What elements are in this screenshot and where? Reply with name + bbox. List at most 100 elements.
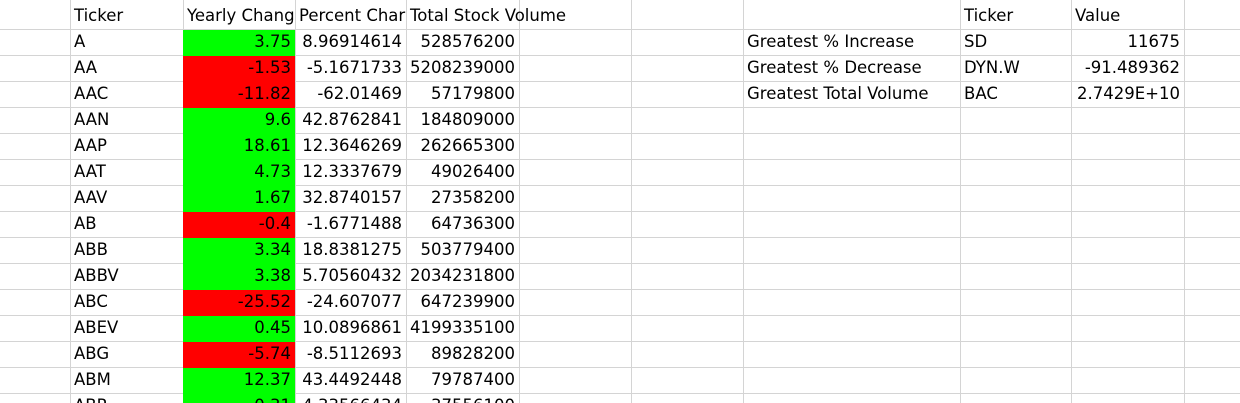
- yearly-change-fill: [183, 134, 295, 160]
- header-total-stock-volume[interactable]: Total Stock Volume: [410, 6, 567, 25]
- ticker-cell[interactable]: ABB: [74, 240, 108, 259]
- yearly-change-cell[interactable]: -5.74: [248, 344, 291, 363]
- yearly-change-fill: [183, 290, 295, 316]
- yearly-change-cell[interactable]: 0.45: [254, 318, 291, 337]
- total-volume-cell[interactable]: 27358200: [431, 188, 515, 207]
- percent-change-cell[interactable]: -24.607077: [306, 292, 402, 311]
- total-volume-cell[interactable]: 2034231800: [410, 266, 515, 285]
- percent-change-cell[interactable]: 42.8762841: [302, 110, 402, 129]
- yearly-change-cell[interactable]: 0.31: [183, 393, 295, 403]
- ticker-cell[interactable]: AB: [74, 214, 97, 233]
- summary-ticker-cell[interactable]: SD: [964, 32, 988, 51]
- percent-change-cell[interactable]: 4.33566434: [295, 393, 406, 403]
- percent-change-cell[interactable]: 32.8740157: [302, 188, 402, 207]
- row-gridline: [0, 185, 1240, 186]
- yearly-change-cell[interactable]: 3.38: [254, 266, 291, 285]
- ticker-cell[interactable]: AAN: [74, 110, 110, 129]
- total-volume-cell[interactable]: 5208239000: [410, 58, 515, 77]
- percent-change-cell[interactable]: -5.1671733: [306, 58, 402, 77]
- percent-change-cell[interactable]: 10.0896861: [302, 318, 402, 337]
- yearly-change-cell[interactable]: -25.52: [237, 292, 291, 311]
- total-volume-cell[interactable]: 57179800: [431, 84, 515, 103]
- ticker-cell[interactable]: A: [74, 32, 86, 51]
- yearly-change-cell[interactable]: 3.34: [254, 240, 291, 259]
- yearly-change-cell[interactable]: -11.82: [237, 84, 291, 103]
- percent-change-cell[interactable]: 18.8381275: [302, 240, 402, 259]
- summary-label-cell[interactable]: Greatest % Decrease: [747, 58, 922, 77]
- column-gridline: [519, 0, 520, 403]
- ticker-cell[interactable]: ABC: [74, 292, 108, 311]
- ticker-cell[interactable]: AA: [74, 58, 98, 77]
- percent-change-cell[interactable]: 43.4492448: [302, 370, 402, 389]
- ticker-cell[interactable]: AAC: [74, 84, 109, 103]
- summary-label-cell[interactable]: Greatest Total Volume: [747, 84, 929, 103]
- row-gridline: [0, 29, 1240, 30]
- percent-change-cell[interactable]: 5.70560432: [302, 266, 402, 285]
- yearly-change-fill: [183, 56, 295, 82]
- ticker-cell[interactable]: ABEV: [74, 318, 119, 337]
- ticker-cell[interactable]: AAT: [74, 162, 106, 181]
- yearly-change-fill: [183, 238, 295, 264]
- yearly-change-cell[interactable]: 12.37: [243, 370, 291, 389]
- percent-change-cell[interactable]: -8.5112693: [306, 344, 402, 363]
- total-volume-cell[interactable]: 37556100: [406, 393, 519, 403]
- yearly-change-cell[interactable]: 4.73: [254, 162, 291, 181]
- yearly-change-cell[interactable]: 3.75: [254, 32, 291, 51]
- summary-header-ticker[interactable]: Ticker: [964, 6, 1014, 25]
- summary-header-value[interactable]: Value: [1075, 6, 1121, 25]
- summary-ticker-cell[interactable]: BAC: [964, 84, 998, 103]
- row-gridline: [0, 289, 1240, 290]
- ticker-cell[interactable]: ABM: [74, 370, 111, 389]
- percent-change-cell[interactable]: 12.3646269: [302, 136, 402, 155]
- yearly-change-cell[interactable]: 18.61: [243, 136, 291, 155]
- row-gridline: [0, 133, 1240, 134]
- total-volume-cell[interactable]: 64736300: [431, 214, 515, 233]
- summary-value-cell[interactable]: 11675: [1127, 32, 1181, 51]
- ticker-cell[interactable]: AAP: [74, 136, 107, 155]
- total-volume-cell[interactable]: 503779400: [420, 240, 515, 259]
- summary-value-cell[interactable]: 2.7429E+10: [1077, 84, 1180, 103]
- ticker-cell[interactable]: ABR: [70, 393, 183, 403]
- yearly-change-fill: [183, 316, 295, 342]
- total-volume-cell[interactable]: 184809000: [420, 110, 515, 129]
- yearly-change-fill: [183, 108, 295, 134]
- row-gridline: [0, 315, 1240, 316]
- summary-ticker-cell[interactable]: DYN.W: [964, 58, 1020, 77]
- total-volume-cell[interactable]: 262665300: [420, 136, 515, 155]
- yearly-change-cell[interactable]: 1.67: [254, 188, 291, 207]
- percent-change-cell[interactable]: -62.01469: [317, 84, 402, 103]
- row-gridline: [0, 341, 1240, 342]
- total-volume-cell[interactable]: 49026400: [431, 162, 515, 181]
- header-yearly-change[interactable]: Yearly Chang: [187, 6, 295, 25]
- percent-change-cell[interactable]: 8.96914614: [302, 32, 402, 51]
- ticker-cell[interactable]: AAV: [74, 188, 108, 207]
- ticker-cell[interactable]: ABBV: [74, 266, 119, 285]
- yearly-change-cell[interactable]: -1.53: [248, 58, 291, 77]
- row-gridline: [0, 211, 1240, 212]
- row-gridline: [0, 237, 1240, 238]
- column-gridline: [295, 0, 296, 403]
- percent-change-cell[interactable]: -1.6771488: [306, 214, 402, 233]
- summary-label-cell[interactable]: Greatest % Increase: [747, 32, 915, 51]
- yearly-change-fill: [183, 186, 295, 212]
- summary-value-cell[interactable]: -91.489362: [1084, 58, 1180, 77]
- header-percent-change[interactable]: Percent Char: [299, 6, 406, 25]
- percent-change-cell[interactable]: 12.3337679: [302, 162, 402, 181]
- total-volume-cell[interactable]: 647239900: [420, 292, 515, 311]
- yearly-change-cell[interactable]: 9.6: [264, 110, 291, 129]
- total-volume-cell[interactable]: 528576200: [420, 32, 515, 51]
- total-volume-cell[interactable]: 89828200: [431, 344, 515, 363]
- column-gridline: [1184, 0, 1185, 403]
- row-gridline: [0, 367, 1240, 368]
- yearly-change-fill: [183, 82, 295, 108]
- ticker-cell[interactable]: ABG: [74, 344, 110, 363]
- total-volume-cell[interactable]: 79787400: [431, 370, 515, 389]
- yearly-change-cell[interactable]: -0.4: [258, 214, 291, 233]
- column-gridline: [960, 0, 961, 403]
- yearly-change-fill: [183, 368, 295, 394]
- column-gridline: [743, 0, 744, 403]
- header-ticker[interactable]: Ticker: [74, 6, 124, 25]
- total-volume-cell[interactable]: 4199335100: [410, 318, 515, 337]
- row-gridline: [0, 81, 1240, 82]
